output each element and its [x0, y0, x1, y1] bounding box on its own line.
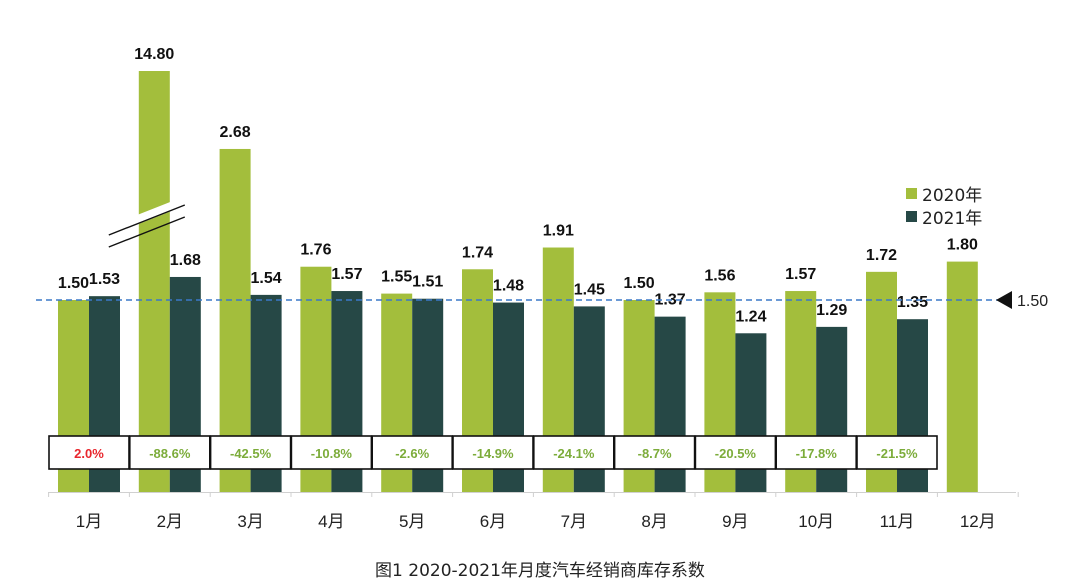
yoy-change-label: -10.8%	[311, 446, 353, 461]
x-tick-label: 10月	[798, 512, 834, 531]
data-label-2020: 14.80	[134, 46, 174, 63]
data-label-2020: 1.74	[462, 244, 493, 261]
yoy-change-box	[452, 435, 534, 470]
yoy-change-label: 2.0%	[74, 446, 104, 461]
yoy-change-label: -17.8%	[796, 446, 838, 461]
reference-line-label: 1.50	[1017, 293, 1048, 310]
bar-2020	[138, 71, 170, 492]
x-tick-label: 6月	[480, 512, 506, 531]
yoy-change-label: -42.5%	[230, 446, 272, 461]
yoy-change-label: -88.6%	[149, 446, 191, 461]
data-label-2020: 1.57	[785, 266, 816, 283]
yoy-change-label: -2.6%	[395, 446, 429, 461]
bar-2020	[946, 261, 978, 492]
data-label-2020: 1.72	[866, 247, 897, 264]
data-label-2021: 1.48	[493, 278, 524, 295]
yoy-change-label: -14.9%	[472, 446, 514, 461]
reference-marker-icon	[996, 291, 1012, 309]
yoy-change-label: -20.5%	[715, 446, 757, 461]
data-label-2021: 1.29	[816, 302, 847, 319]
yoy-change-box	[856, 435, 938, 470]
legend-label-2021: 2021年	[922, 209, 983, 229]
axis-break-gap	[107, 196, 187, 236]
data-label-2021: 1.24	[735, 308, 766, 325]
x-tick-label: 5月	[399, 512, 425, 531]
legend-swatch-2021	[906, 211, 917, 222]
data-label-2021: 1.68	[170, 252, 201, 269]
data-label-2020: 1.91	[543, 223, 574, 240]
data-label-2020: 1.50	[624, 275, 655, 292]
x-tick-label: 2月	[157, 512, 183, 531]
x-tick-label: 8月	[641, 512, 667, 531]
data-label-2020: 2.68	[220, 124, 251, 141]
data-label-2021: 1.57	[331, 266, 362, 283]
x-tick-label: 7月	[561, 512, 587, 531]
x-tick-label: 4月	[318, 512, 344, 531]
yoy-change-box	[290, 435, 373, 470]
x-tick-label: 9月	[722, 512, 748, 531]
data-label-2021: 1.45	[574, 281, 605, 298]
yoy-change-label: -24.1%	[553, 446, 595, 461]
legend-swatch-2020	[906, 188, 917, 199]
yoy-change-label: -8.7%	[638, 446, 672, 461]
legend-label-2020: 2020年	[922, 186, 983, 206]
x-tick-label: 11月	[880, 512, 915, 531]
chart-legend: 2020年 2021年	[906, 182, 983, 229]
yoy-change-box	[775, 435, 858, 470]
yoy-change-box	[48, 435, 130, 470]
yoy-change-box	[129, 435, 211, 470]
data-label-2021: 1.51	[412, 274, 443, 291]
data-label-2021: 1.53	[89, 271, 120, 288]
legend-item-2020: 2020年	[906, 182, 983, 206]
data-label-2020: 1.50	[58, 275, 89, 292]
legend-item-2021: 2021年	[906, 205, 983, 229]
x-tick-label: 3月	[237, 512, 263, 531]
data-label-2020: 1.56	[704, 267, 735, 284]
x-tick-label: 12月	[960, 512, 996, 531]
data-label-2020: 1.55	[381, 269, 412, 286]
yoy-change-box	[371, 435, 454, 470]
yoy-change-box	[694, 435, 777, 470]
data-label-2021: 1.35	[897, 294, 928, 311]
bar-2020	[219, 148, 251, 492]
data-label-2021: 1.54	[251, 270, 282, 287]
chart-caption: 图1 2020-2021年月度汽车经销商库存系数	[375, 561, 705, 581]
data-label-2020: 1.80	[947, 237, 978, 254]
x-tick-label: 1月	[76, 512, 102, 531]
yoy-change-label: -21.5%	[876, 446, 918, 461]
data-label-2020: 1.76	[300, 242, 331, 259]
axis-break-mark	[108, 204, 186, 236]
axis-break-mark	[108, 216, 186, 248]
yoy-change-box	[613, 435, 696, 470]
